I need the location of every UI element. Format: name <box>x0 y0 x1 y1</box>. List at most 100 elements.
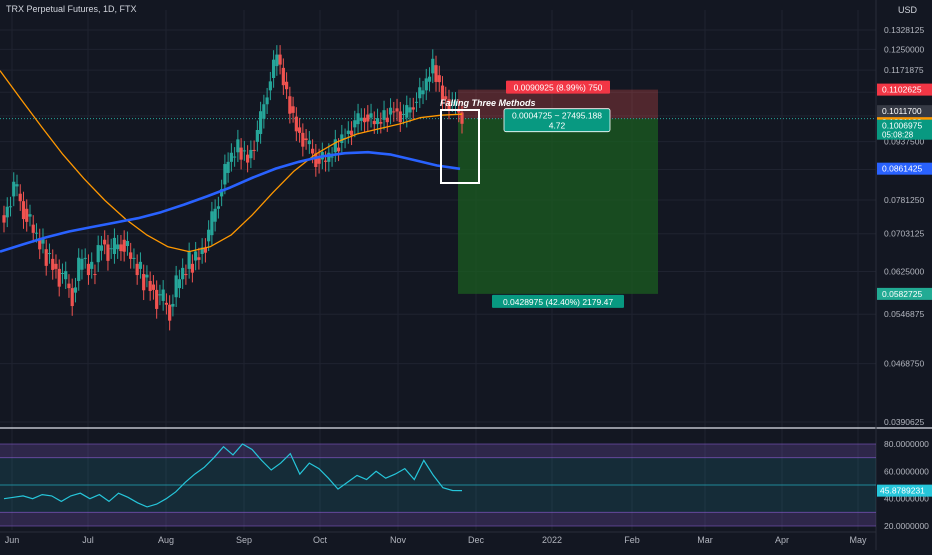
price-tag-bg <box>877 105 932 118</box>
candle-body <box>294 116 298 132</box>
candle-body <box>246 154 250 163</box>
candle-body <box>158 294 162 296</box>
candle-body <box>5 206 9 218</box>
candle-body <box>444 96 448 100</box>
candle-body <box>255 129 259 142</box>
candle-body <box>93 274 97 276</box>
candle-body <box>96 245 100 263</box>
candle-body <box>236 139 240 153</box>
candle-body <box>12 181 16 197</box>
take-profit-zone <box>458 118 658 294</box>
candle-body <box>77 257 81 281</box>
candle-body <box>70 288 74 307</box>
candle-body <box>207 229 211 242</box>
candle-body <box>411 107 415 110</box>
candle-body <box>272 59 276 78</box>
candle-body <box>200 247 204 254</box>
candle-body <box>47 253 52 255</box>
candle-body <box>327 152 331 162</box>
ma-blue-line <box>0 150 461 253</box>
candle-body <box>408 107 412 113</box>
symbol-title: TRX Perpetual Futures, 1D, FTX <box>6 4 137 14</box>
rsi-tick-label: 20.0000000 <box>884 521 929 531</box>
candle-body <box>181 267 185 280</box>
candle-body <box>262 104 266 119</box>
candle-body <box>119 244 123 252</box>
y-tick-label: 0.0625000 <box>884 266 924 276</box>
candle-body <box>265 97 269 105</box>
candle-body <box>148 280 152 291</box>
price-tag-countdown: 05:08:28 <box>882 131 914 140</box>
candle-body <box>353 120 357 128</box>
candle-body <box>346 130 350 134</box>
y-tick-label: 0.1171875 <box>884 65 924 75</box>
candle-body <box>57 268 61 287</box>
candle-body <box>155 289 159 309</box>
candle-body <box>44 249 48 266</box>
candle-body <box>174 275 178 298</box>
candle-body <box>197 257 201 260</box>
candle-body <box>291 106 295 113</box>
candle-body <box>80 258 84 270</box>
candle-body <box>382 110 386 120</box>
candle-body <box>372 120 376 125</box>
candle-body <box>453 101 458 106</box>
candle-body <box>278 54 282 65</box>
x-tick-label: Jun <box>5 535 20 545</box>
candle-body <box>330 156 334 158</box>
x-tick-label: Jul <box>82 535 94 545</box>
candle-body <box>203 247 207 253</box>
candle-body <box>259 111 263 134</box>
candle-body <box>73 287 78 293</box>
candle-body <box>15 184 19 187</box>
candle-body <box>385 117 389 123</box>
ma-orange-line <box>0 70 463 253</box>
candle-body <box>226 161 230 173</box>
candle-body <box>304 138 308 141</box>
rsi-oversold-zone <box>0 512 876 526</box>
rsi-line <box>3 443 463 508</box>
candle-body <box>249 149 253 159</box>
candle-body <box>424 78 428 91</box>
candle-body <box>297 127 302 133</box>
candle-body <box>177 279 182 289</box>
candle-body <box>103 239 107 245</box>
candle-body <box>21 201 26 220</box>
x-tick-label: May <box>849 535 867 545</box>
x-tick-label: Aug <box>158 535 174 545</box>
candle-body <box>34 232 39 234</box>
y-tick-label: 0.0546875 <box>884 309 924 319</box>
price-tag-bg <box>877 119 932 140</box>
candle-body <box>268 81 272 91</box>
candle-body <box>116 244 120 250</box>
candle-body <box>336 147 341 152</box>
candle-body <box>401 113 406 115</box>
candle-body <box>54 263 58 269</box>
target-label-bg <box>492 294 624 308</box>
candle-body <box>28 214 32 217</box>
candle-body <box>171 303 175 307</box>
candle-body <box>395 108 399 112</box>
price-tag: 0.1102625 <box>882 85 922 95</box>
candle-body <box>184 274 188 276</box>
candle-body <box>392 111 396 113</box>
x-tick-label: Apr <box>775 535 789 545</box>
candle-body <box>41 237 45 244</box>
candle-body <box>106 244 110 261</box>
candle-body <box>405 105 409 118</box>
rsi-value-tag: 45.8789231 <box>880 486 925 496</box>
candle-body <box>2 215 6 223</box>
candle-body <box>38 238 42 250</box>
candle-body <box>434 65 438 82</box>
candle-body <box>310 148 315 154</box>
candle-body <box>145 274 149 278</box>
candle-body <box>25 208 29 222</box>
candle-body <box>18 193 22 202</box>
x-tick-label: Mar <box>697 535 713 545</box>
y-tick-label: 0.0468750 <box>884 359 924 369</box>
candle-body <box>379 121 383 124</box>
price-tag-bg <box>877 287 932 300</box>
candle-body <box>190 263 194 273</box>
